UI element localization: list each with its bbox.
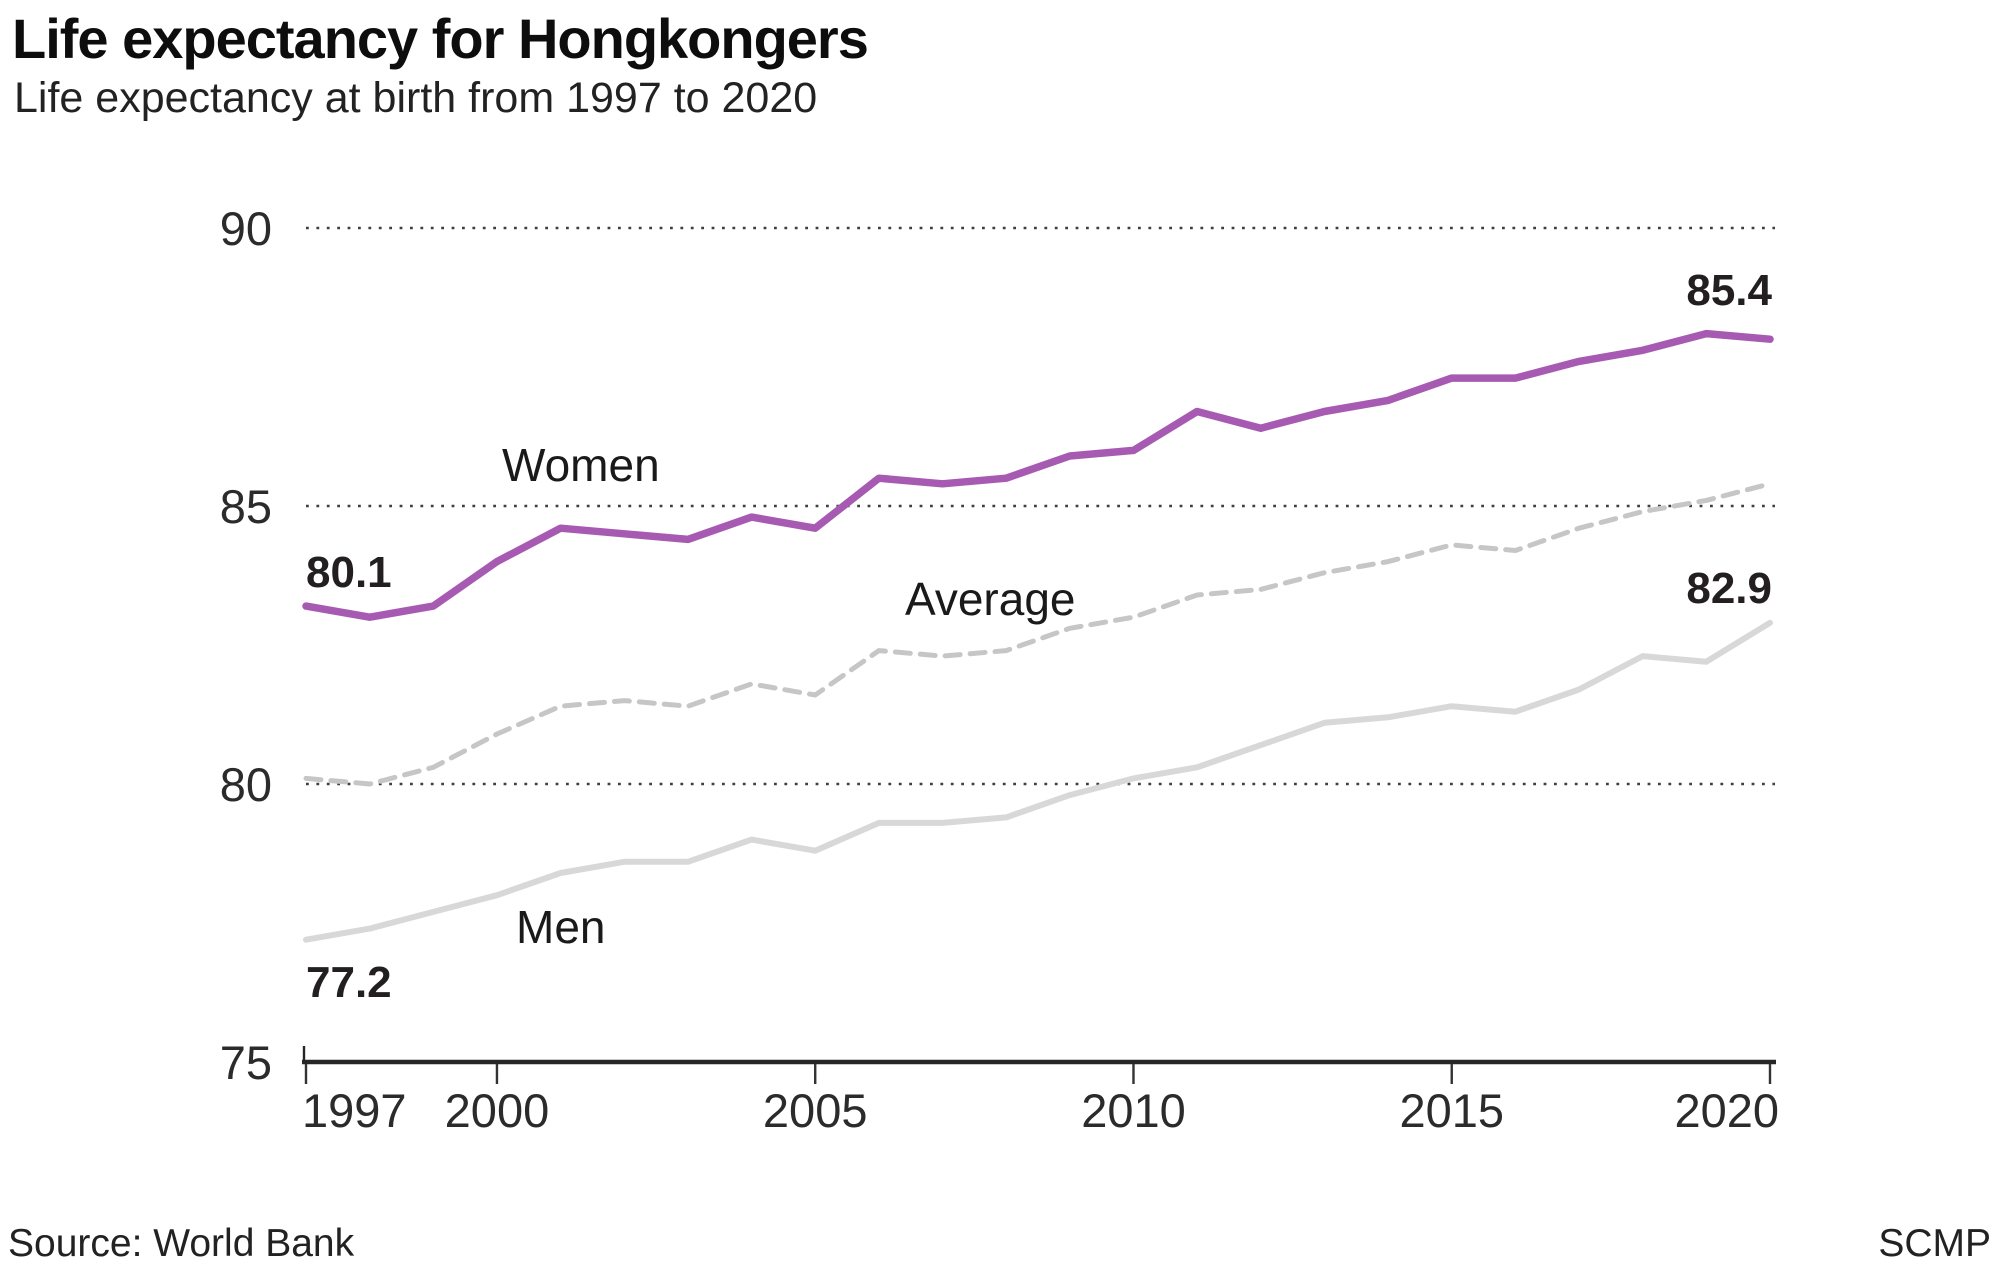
x-tick-label-2015: 2015 <box>1399 1084 1505 1137</box>
line-men <box>303 619 1773 943</box>
source-credit: Source: World Bank <box>8 1222 355 1265</box>
line-women <box>302 329 1774 621</box>
y-tick-label-80: 80 <box>219 758 272 811</box>
x-tick-label-2005: 2005 <box>762 1084 868 1137</box>
x-tick-label-1997: 1997 <box>302 1084 407 1137</box>
average-start-value-label: 80.1 <box>306 548 392 597</box>
x-tick-label-2020: 2020 <box>1674 1084 1779 1137</box>
average-end-value-label: 85.4 <box>1686 266 1772 315</box>
y-tick-label-85: 85 <box>219 480 272 533</box>
series-label-average: Average <box>905 573 1076 625</box>
page-title: Life expectancy for Hongkongers <box>12 7 869 70</box>
y-tick-label-90: 90 <box>219 202 272 255</box>
x-tick-label-2010: 2010 <box>1081 1084 1186 1137</box>
page-subtitle: Life expectancy at birth from 1997 to 20… <box>14 74 818 122</box>
series-label-women: Women <box>502 439 660 491</box>
x-tick-label-2000: 2000 <box>444 1084 550 1137</box>
publisher-credit: SCMP <box>1878 1222 1991 1265</box>
series-label-men: Men <box>516 901 606 953</box>
men-end-value-label: 82.9 <box>1686 564 1772 613</box>
line-average <box>303 481 1773 787</box>
y-tick-label-75: 75 <box>219 1036 272 1089</box>
men-start-value-label: 77.2 <box>306 958 392 1007</box>
